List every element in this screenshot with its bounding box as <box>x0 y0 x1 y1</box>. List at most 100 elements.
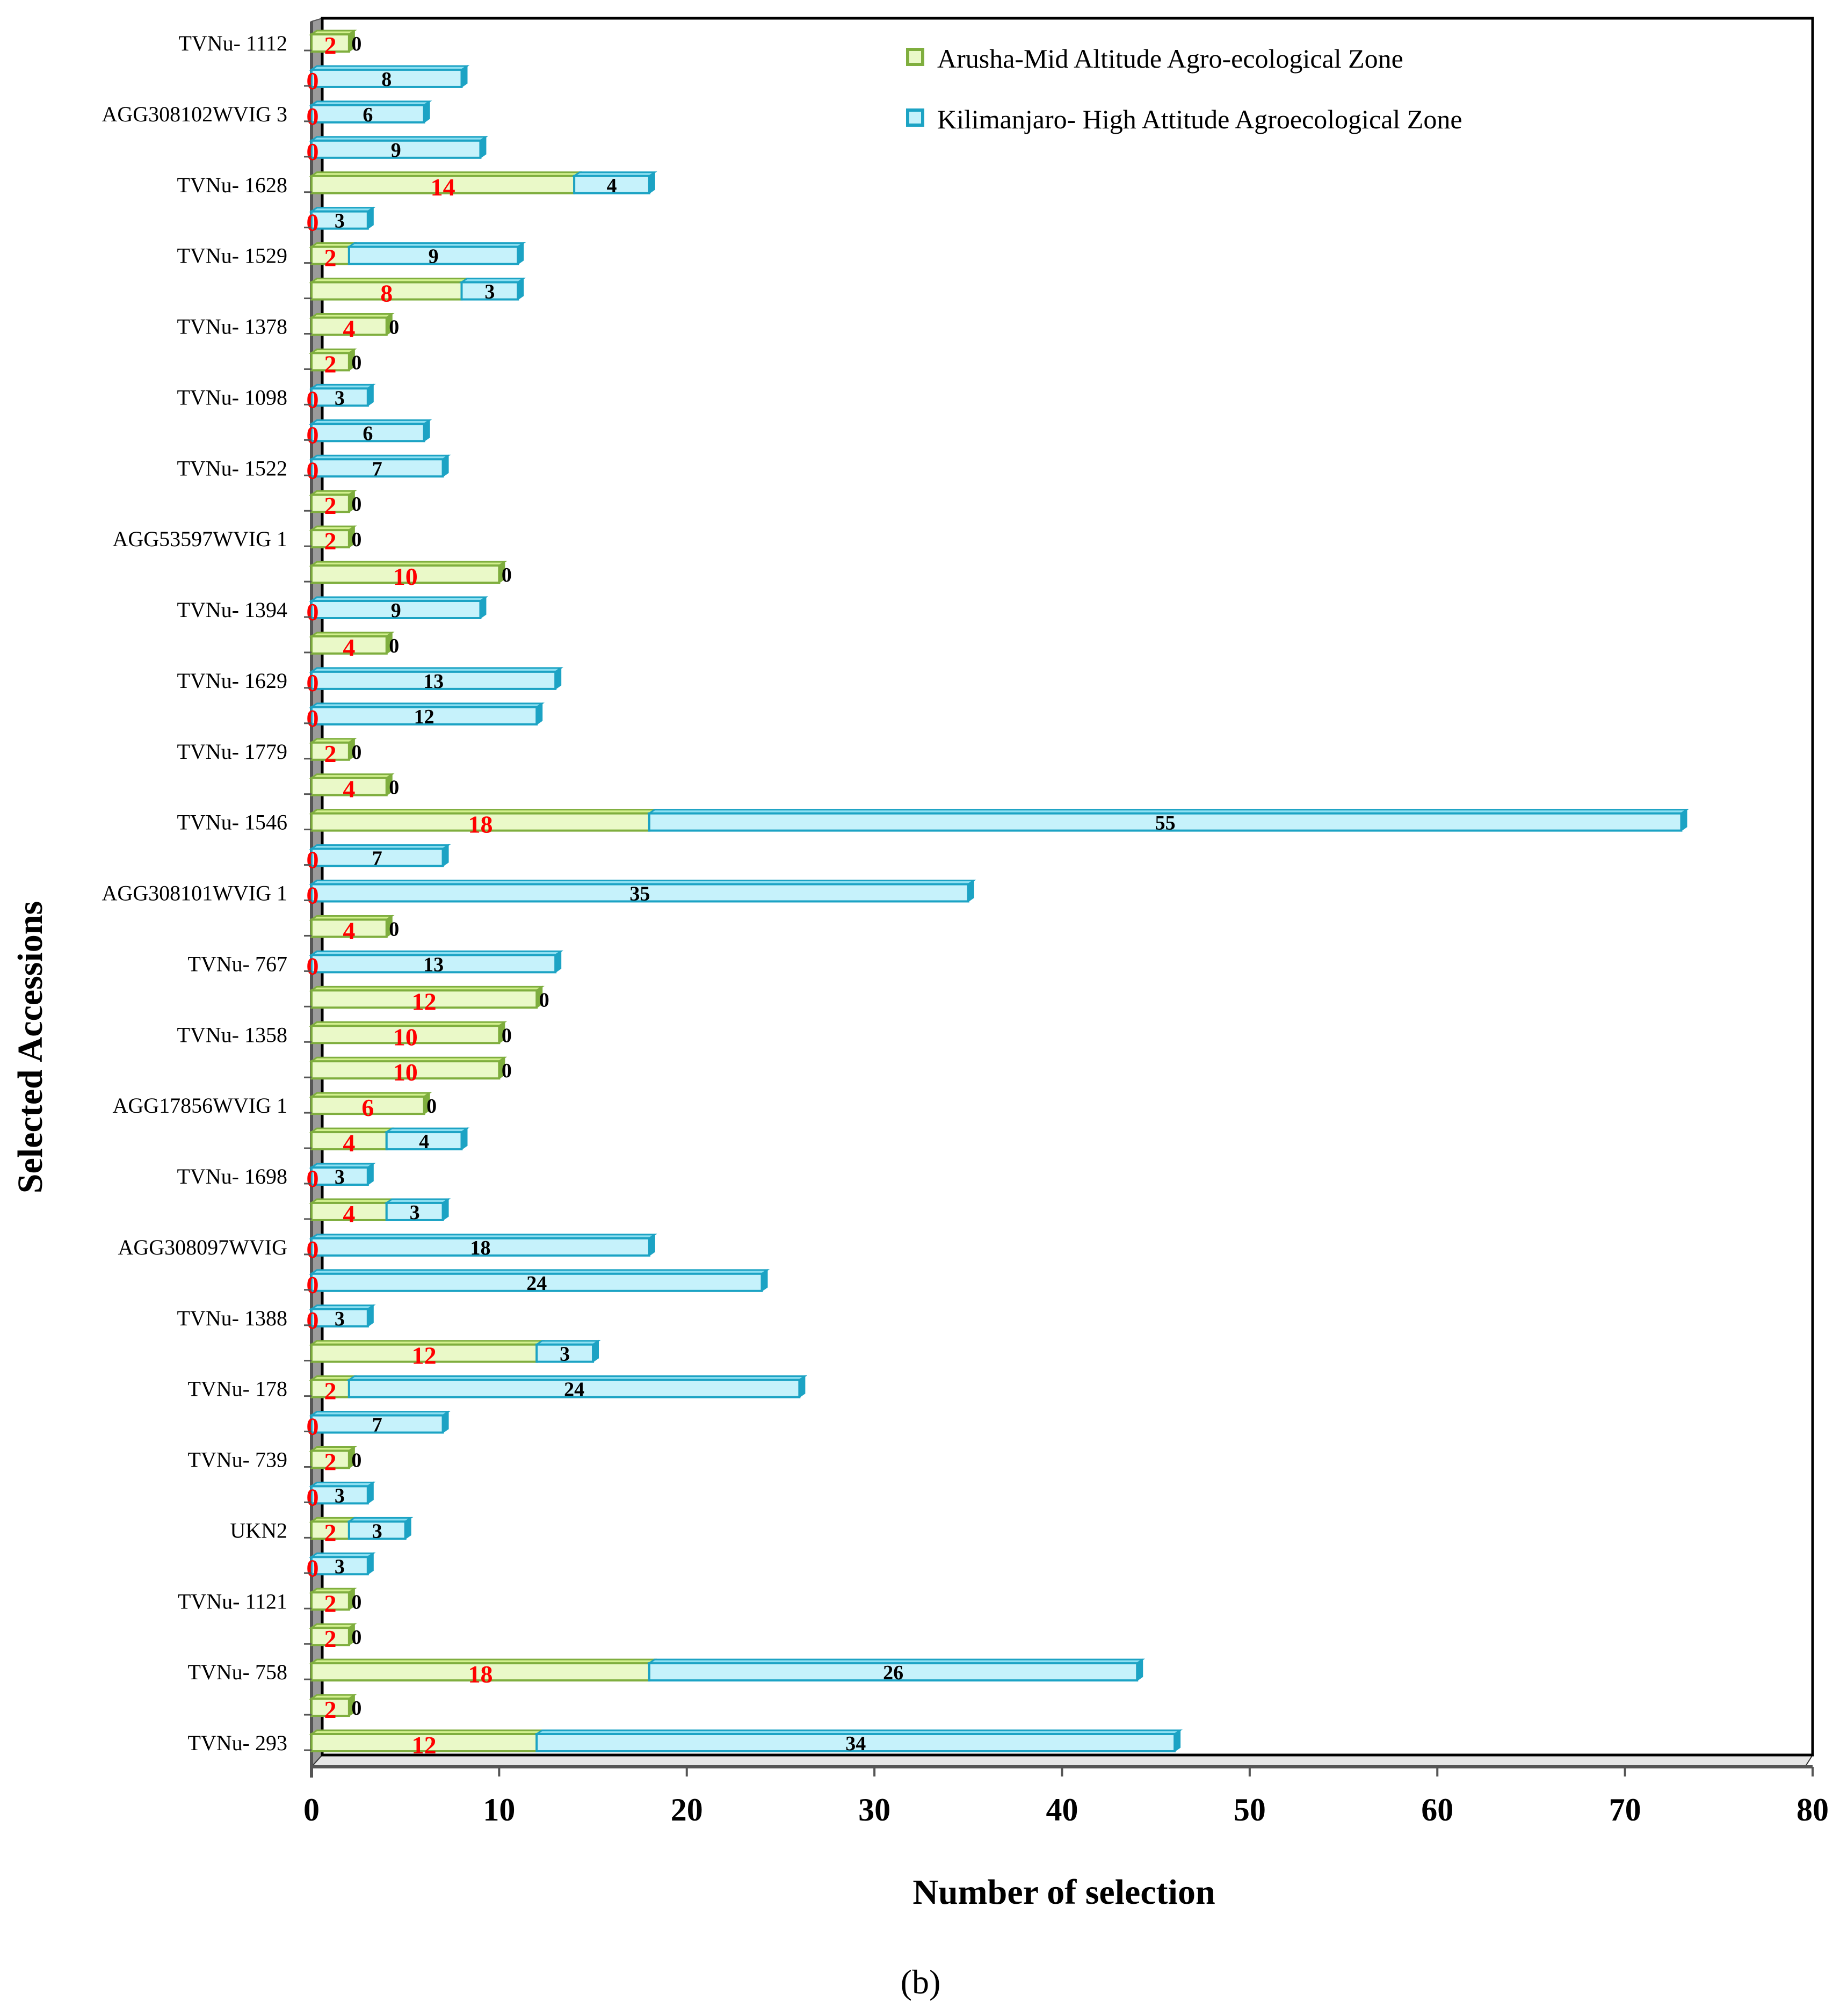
bar-end-kilimanjaro <box>461 1127 468 1150</box>
data-label-arusha: 0 <box>307 386 319 413</box>
data-label-kilimanjaro: 0 <box>351 1591 361 1613</box>
y-tick-label: AGG17856WVIG 1 <box>112 1093 287 1118</box>
data-label-arusha: 2 <box>324 740 336 767</box>
legend-label-arusha: Arusha-Mid Altitude Agro-ecological Zone <box>937 43 1403 74</box>
data-label-arusha: 10 <box>393 1023 418 1050</box>
data-labels-group: 2 00 80 60 914 40 32 98 34 02 00 30 60 72 02 010 00 94 00 1… <box>307 32 1176 1759</box>
data-label-arusha: 2 <box>324 350 336 378</box>
data-label-kilimanjaro: 3 <box>484 281 495 303</box>
bar-end-kilimanjaro <box>367 206 374 230</box>
bar-end-arusha <box>348 30 355 53</box>
bar-end-arusha <box>386 915 393 938</box>
data-label-kilimanjaro: 0 <box>351 1449 361 1472</box>
data-label-kilimanjaro: 6 <box>363 104 373 126</box>
bar-end-kilimanjaro <box>461 65 468 88</box>
data-label-arusha: 2 <box>324 492 336 519</box>
bar-end-kilimanjaro <box>367 1163 374 1186</box>
bar-end-kilimanjaro <box>367 1552 374 1576</box>
data-label-kilimanjaro: 26 <box>883 1662 903 1684</box>
y-tick-label: TVNu- 1628 <box>177 173 287 197</box>
y-tick-label: TVNu- 1779 <box>177 739 287 764</box>
bar-kilimanjaro <box>347 245 519 265</box>
data-label-arusha: 0 <box>307 952 319 980</box>
data-label-arusha: 4 <box>343 315 355 343</box>
y-tick-label: TVNu- 1098 <box>177 385 287 409</box>
bar-kilimanjaro <box>310 139 482 159</box>
bar-end-arusha <box>423 1092 430 1115</box>
y-tick-label: AGG308101WVIG 1 <box>102 881 287 905</box>
legend-swatch-arusha <box>906 48 924 66</box>
data-label-kilimanjaro: 0 <box>539 989 549 1011</box>
y-tick-label: AGG308102WVIG 3 <box>102 102 287 126</box>
data-label-arusha: 4 <box>343 917 355 944</box>
bar-end-kilimanjaro <box>799 1375 806 1398</box>
y-tick-label: TVNu- 1546 <box>177 810 287 835</box>
bar-end-kilimanjaro <box>367 383 374 407</box>
bar-arusha <box>310 1733 538 1752</box>
data-label-kilimanjaro: 55 <box>1155 812 1176 835</box>
bar-end-kilimanjaro <box>648 1233 655 1257</box>
bar-kilimanjaro <box>535 1343 595 1363</box>
bar-end-arusha <box>348 737 355 761</box>
data-label-arusha: 4 <box>343 1200 355 1228</box>
bar-end-kilimanjaro <box>480 596 487 619</box>
bar-end-kilimanjaro <box>648 171 655 194</box>
data-label-arusha: 0 <box>307 1271 319 1299</box>
bar-kilimanjaro <box>310 423 425 443</box>
bar-end-arusha <box>348 525 355 549</box>
y-tick-label: TVNu- 739 <box>187 1448 287 1472</box>
data-label-arusha: 18 <box>468 1660 492 1688</box>
data-label-kilimanjaro: 13 <box>423 670 444 693</box>
data-label-arusha: 2 <box>324 1519 336 1546</box>
bar-end-kilimanjaro <box>761 1268 768 1292</box>
data-label-kilimanjaro: 0 <box>389 777 399 799</box>
data-label-arusha: 0 <box>307 138 319 165</box>
bar-kilimanjaro <box>347 1379 801 1398</box>
y-tick-label: TVNu- 1112 <box>178 31 287 55</box>
bar-end-arusha <box>348 1587 355 1611</box>
bar-end-arusha <box>498 561 505 584</box>
data-label-kilimanjaro: 3 <box>560 1343 570 1366</box>
data-label-kilimanjaro: 0 <box>389 635 399 657</box>
bar-arusha <box>310 529 350 549</box>
y-tick-label: TVNu- 1629 <box>177 669 287 693</box>
y-tick-label: TVNu- 767 <box>187 952 287 976</box>
data-label-arusha: 0 <box>307 1236 319 1263</box>
data-label-kilimanjaro: 0 <box>426 1095 437 1118</box>
data-label-arusha: 4 <box>343 1129 355 1157</box>
bar-kilimanjaro <box>310 1166 369 1186</box>
data-label-kilimanjaro: 0 <box>351 1626 361 1649</box>
bar-end-arusha <box>386 773 393 796</box>
bar-end-kilimanjaro <box>517 242 524 265</box>
bar-kilimanjaro <box>310 1237 650 1257</box>
data-label-arusha: 2 <box>324 1625 336 1652</box>
data-label-arusha: 0 <box>307 67 319 95</box>
legend-label-kilimanjaro: Kilimanjaro- High Attitude Agroecologica… <box>937 104 1462 134</box>
y-tick-label: TVNu- 1522 <box>177 456 287 480</box>
data-label-kilimanjaro: 0 <box>351 33 361 55</box>
bar-end-kilimanjaro <box>517 277 524 301</box>
data-label-kilimanjaro: 0 <box>502 1060 512 1082</box>
data-label-kilimanjaro: 0 <box>389 918 399 940</box>
bar-end-arusha <box>386 632 393 655</box>
bar-end-arusha <box>498 1056 505 1080</box>
data-label-kilimanjaro: 0 <box>351 741 361 764</box>
y-tick-label: TVNu- 1121 <box>178 1589 287 1613</box>
data-label-kilimanjaro: 6 <box>363 422 373 445</box>
x-tick-label: 30 <box>858 1792 890 1828</box>
bar-arusha <box>310 564 501 584</box>
data-label-arusha: 18 <box>468 811 492 838</box>
data-label-kilimanjaro: 34 <box>845 1732 866 1755</box>
legend-swatch-kilimanjaro <box>906 108 924 127</box>
data-label-kilimanjaro: 3 <box>335 387 345 409</box>
data-label-kilimanjaro: 4 <box>419 1130 429 1153</box>
data-label-kilimanjaro: 9 <box>391 139 401 162</box>
data-label-kilimanjaro: 0 <box>502 564 512 586</box>
data-label-arusha: 0 <box>307 1307 319 1334</box>
bar-kilimanjaro <box>310 458 444 478</box>
bar-kilimanjaro <box>310 1414 444 1434</box>
data-label-arusha: 0 <box>307 598 319 626</box>
bar-end-kilimanjaro <box>555 666 562 690</box>
y-tick-label: AGG308097WVIG <box>118 1235 287 1259</box>
